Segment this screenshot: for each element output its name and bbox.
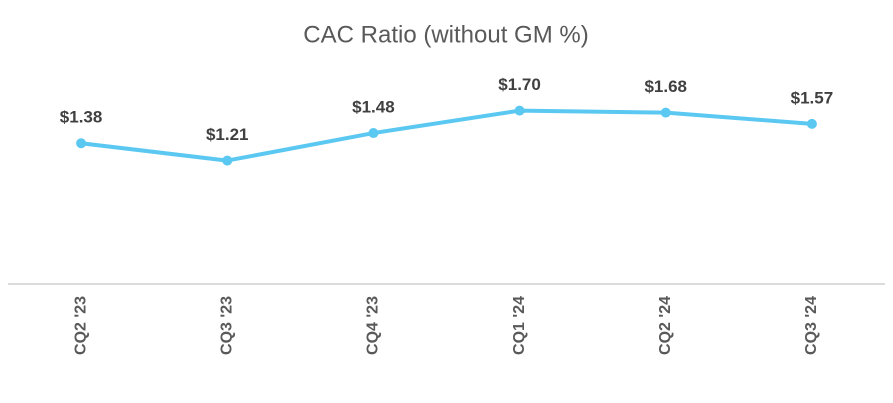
x-tick-label: CQ1 '24 <box>511 296 528 355</box>
point <box>368 128 379 139</box>
x-tick-label: CQ4 '23 <box>365 296 382 355</box>
point <box>806 118 817 129</box>
point <box>514 105 525 116</box>
x-tick-label: CQ2 '23 <box>72 296 89 355</box>
point <box>222 155 233 166</box>
x-tick-label: CQ3 '23 <box>218 296 235 355</box>
x-tick-label: CQ2 '24 <box>657 296 674 355</box>
line <box>80 108 813 163</box>
point <box>660 107 671 118</box>
data-label: $1.38 <box>60 108 103 127</box>
data-label: $1.57 <box>791 88 834 107</box>
data-label: $1.21 <box>206 125 249 144</box>
data-label: $1.48 <box>352 98 395 117</box>
chart-title: CAC Ratio (without GM %) <box>303 21 588 48</box>
point <box>76 138 87 149</box>
data-label: $1.68 <box>644 77 687 96</box>
x-tick-label: CQ3 '24 <box>803 296 820 355</box>
data-label: $1.70 <box>498 75 541 94</box>
